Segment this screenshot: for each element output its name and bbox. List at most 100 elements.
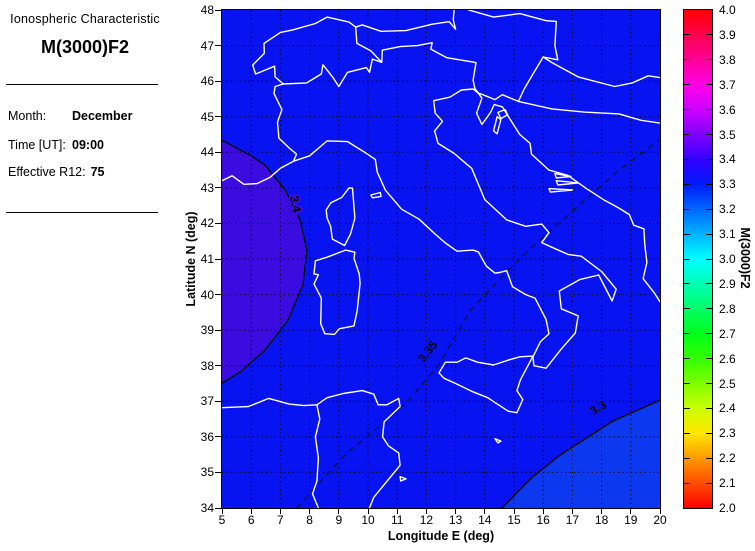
contour-3p4: [222, 139, 308, 384]
coastline-austria-germany-border: [355, 10, 457, 32]
coastline-italy-coast: [292, 88, 617, 369]
panel-title: Ionospheric Characteristic: [10, 12, 160, 26]
cbar-tick-right-3.6: [706, 109, 712, 111]
coastline-sava-border: [517, 100, 660, 124]
x-tick-label-12: 12: [419, 513, 434, 527]
coastline-algeria-tunisia-border: [311, 404, 321, 508]
coastline-istria-dalmatia-coast: [475, 92, 660, 303]
map-canvas: 3.43.353.3: [222, 10, 660, 508]
cbar-tick-left-3.5: [684, 134, 690, 135]
cbar-tick-left-3.0: [684, 258, 690, 260]
y-tick-37: [215, 400, 221, 402]
y-tick-43: [215, 187, 221, 189]
cbar-tick-label-3.1: 3.1: [719, 227, 736, 242]
coastline-elba: [370, 191, 382, 199]
x-tick-7: [279, 509, 281, 514]
coastline-djerba: [399, 476, 407, 482]
y-tick-label-46: 46: [200, 74, 214, 89]
y-tick-46: [215, 80, 221, 82]
x-tick-16: [542, 509, 544, 514]
y-tick-34: [215, 507, 221, 509]
cbar-tick-right-3.3: [706, 183, 712, 185]
cbar-tick-right-2.1: [706, 482, 712, 484]
cbar-tick-left-3.3: [684, 183, 690, 185]
field-time: Time [UT]: 09:00: [8, 138, 104, 152]
cbar-tick-left-2.4: [684, 407, 690, 409]
cbar-tick-left-2.1: [684, 482, 690, 484]
cbar-tick-left-3.9: [684, 34, 690, 36]
x-tick-15: [513, 509, 515, 514]
cbar-tick-label-2.5: 2.5: [719, 376, 736, 391]
field-month-label: Month:: [8, 109, 47, 123]
y-tick-label-41: 41: [200, 252, 214, 266]
cbar-tick-left-3.2: [684, 208, 690, 210]
y-tick-40: [215, 294, 221, 296]
coastline-swiss-south-border: [254, 65, 284, 85]
cbar-tick-label-3.2: 3.2: [719, 202, 736, 217]
y-tick-label-48: 48: [200, 3, 214, 17]
coastline-north-africa-coast: [222, 389, 401, 508]
y-tick-label-42: 42: [200, 216, 214, 231]
field-time-value: 09:00: [72, 138, 104, 152]
field-month: Month: December: [8, 109, 132, 123]
x-tick-13: [455, 509, 457, 514]
x-tick-label-11: 11: [390, 513, 404, 527]
y-tick-label-36: 36: [200, 429, 214, 444]
x-tick-17: [571, 509, 573, 514]
cbar-tick-right-2.4: [706, 407, 712, 409]
cbar-tick-right-2.3: [706, 432, 712, 434]
x-tick-5: [221, 509, 223, 514]
y-tick-label-43: 43: [200, 180, 214, 195]
coastline-french-coast: [222, 160, 295, 185]
cbar-tick-label-3.0: 3.0: [719, 252, 736, 266]
cbar-tick-right-3.8: [706, 59, 712, 61]
coastline-sicily: [438, 355, 534, 414]
x-tick-label-20: 20: [653, 513, 667, 527]
cbar-tick-label-3.5: 3.5: [719, 127, 736, 142]
map-plot: 3.4 3.35 3.3: [221, 9, 661, 509]
cbar-tick-label-3.7: 3.7: [719, 77, 736, 92]
coastline-slovenia-croatia-border: [477, 56, 544, 103]
cbar-tick-right-3.1: [706, 233, 712, 235]
cbar-tick-left-3.6: [684, 109, 690, 111]
y-tick-39: [215, 329, 221, 331]
cbar-tick-label-2.6: 2.6: [719, 351, 736, 366]
y-tick-44: [215, 151, 221, 153]
coastline-corsica: [325, 187, 356, 247]
field-r12-label: Effective R12:: [8, 165, 86, 179]
x-tick-19: [630, 509, 632, 514]
cbar-tick-label-2.3: 2.3: [719, 426, 736, 441]
x-tick-label-9: 9: [335, 513, 343, 527]
x-tick-label-15: 15: [507, 513, 521, 527]
field-time-label: Time [UT]:: [8, 138, 66, 152]
coastline-island-krk: [497, 108, 509, 120]
field-r12-value: 75: [90, 165, 105, 179]
cbar-tick-label-2.1: 2.1: [719, 476, 736, 491]
cbar-tick-label-3.9: 3.9: [719, 27, 736, 42]
cbar-tick-right-3.0: [706, 258, 712, 260]
cbar-tick-left-2.8: [684, 308, 690, 310]
cbar-tick-right-2.6: [706, 358, 712, 360]
contour-3p3: [501, 399, 660, 508]
cbar-tick-right-2.8: [706, 308, 712, 310]
contour-label-3.4: 3.4: [287, 194, 304, 214]
cbar-tick-label-2.2: 2.2: [719, 451, 736, 466]
x-tick-9: [338, 509, 340, 514]
y-tick-label-47: 47: [200, 38, 214, 53]
x-tick-label-17: 17: [565, 513, 580, 527]
cbar-tick-label-3.6: 3.6: [719, 102, 736, 117]
y-tick-38: [215, 365, 221, 367]
cbar-tick-label-2.9: 2.9: [719, 276, 736, 291]
cbar-tick-label-2.4: 2.4: [719, 401, 736, 416]
cbar-tick-left-2.7: [684, 333, 690, 335]
x-tick-18: [601, 509, 603, 514]
y-tick-45: [215, 116, 221, 118]
y-tick-label-34: 34: [200, 501, 214, 515]
cbar-tick-right-3.4: [706, 158, 712, 160]
x-tick-20: [659, 509, 661, 514]
cbar-tick-left-3.7: [684, 84, 690, 86]
x-tick-14: [484, 509, 486, 514]
coastline-malta: [494, 437, 502, 444]
coastline-france-italy-border: [273, 83, 298, 162]
